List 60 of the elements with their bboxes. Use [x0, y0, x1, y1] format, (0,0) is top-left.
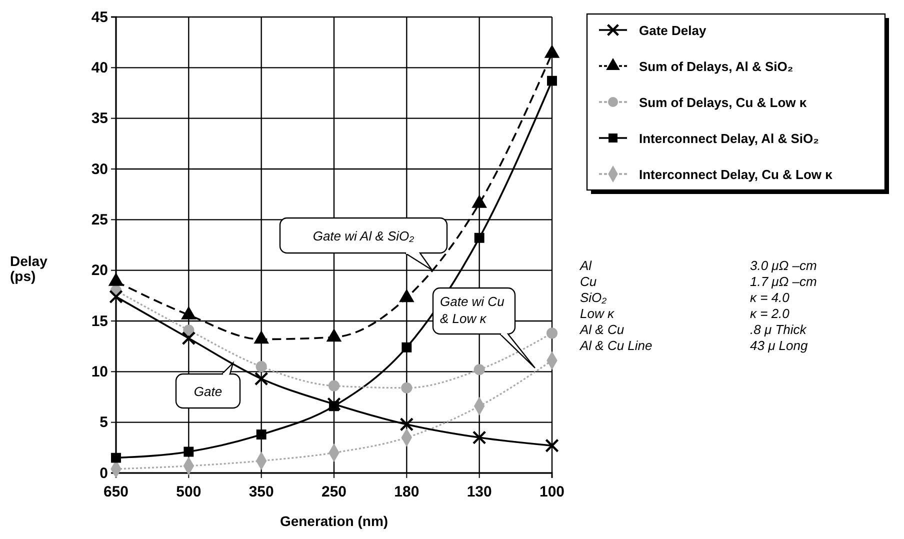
- point: [472, 430, 486, 444]
- x-tick-label: 250: [321, 484, 347, 501]
- text: 3.0 μΩ –cm: [750, 258, 818, 273]
- point: [182, 331, 196, 346]
- point: [400, 417, 414, 432]
- text: Cu: [580, 274, 597, 289]
- point: [111, 452, 121, 463]
- y-axis-title: Delay (ps): [10, 253, 48, 284]
- x-tick-label: 100: [539, 484, 565, 501]
- point: [544, 45, 560, 58]
- point: [183, 324, 194, 336]
- point: [328, 380, 340, 392]
- legend-label: Sum of Delays, Al & SiO₂: [639, 59, 794, 74]
- text: Al: [579, 258, 593, 273]
- point: [184, 446, 194, 457]
- x-tick-label: 650: [103, 484, 129, 501]
- text: 1.7 μΩ –cm: [750, 274, 818, 289]
- text: .8 μ Thick: [750, 322, 808, 337]
- y-tick-label: 40: [91, 59, 108, 76]
- point: [327, 397, 341, 412]
- x-axis-title: Generation (nm): [280, 513, 388, 529]
- x-tick-label: 130: [466, 484, 492, 501]
- y-tick-label: 30: [91, 160, 108, 178]
- text: 43 μ Long: [750, 338, 808, 353]
- legend-label: Sum of Delays, Cu & Low κ: [639, 95, 808, 110]
- text: Low κ: [580, 306, 616, 321]
- y-tick-label: 10: [91, 363, 108, 380]
- point: [547, 76, 557, 86]
- text: SiO₂: [580, 290, 607, 305]
- point: [254, 372, 268, 386]
- point: [401, 382, 412, 394]
- y-tick-label: 45: [91, 8, 108, 26]
- text: Al & Cu Line: [579, 338, 652, 353]
- y-tick-label: 0: [100, 464, 108, 482]
- point: [545, 438, 559, 453]
- annotation: Gate wi Al & SiO₂: [312, 228, 414, 244]
- speech-bubble: Gate wi Cu & Low κ: [432, 287, 536, 369]
- text: κ = 4.0: [750, 290, 790, 305]
- text: κ = 2.0: [750, 306, 790, 321]
- point: [402, 342, 412, 352]
- text: Al & Cu: [579, 322, 624, 337]
- point: [256, 361, 267, 372]
- annotation: Gate: [194, 384, 222, 399]
- point: [474, 364, 485, 376]
- annotation: Gate wi Cu & Low κ: [440, 294, 504, 326]
- y-tick-label: 15: [91, 312, 108, 330]
- y-tick-label: 20: [91, 262, 108, 280]
- y-tick-label: 25: [91, 211, 108, 228]
- y-tick-label: 5: [100, 414, 108, 432]
- x-tick-label: 180: [394, 484, 420, 501]
- point: [546, 328, 558, 339]
- point: [109, 290, 123, 304]
- point: [256, 430, 266, 440]
- x-tick-label: 350: [248, 484, 274, 501]
- x-tick-label: 500: [176, 484, 202, 501]
- legend-label: Gate Delay: [639, 23, 707, 38]
- legend-label: Interconnect Delay, Cu & Low κ: [639, 167, 834, 182]
- y-tick-label: 35: [91, 110, 108, 128]
- legend-label: Interconnect Delay, Al & SiO₂: [639, 131, 820, 146]
- point: [474, 232, 484, 243]
